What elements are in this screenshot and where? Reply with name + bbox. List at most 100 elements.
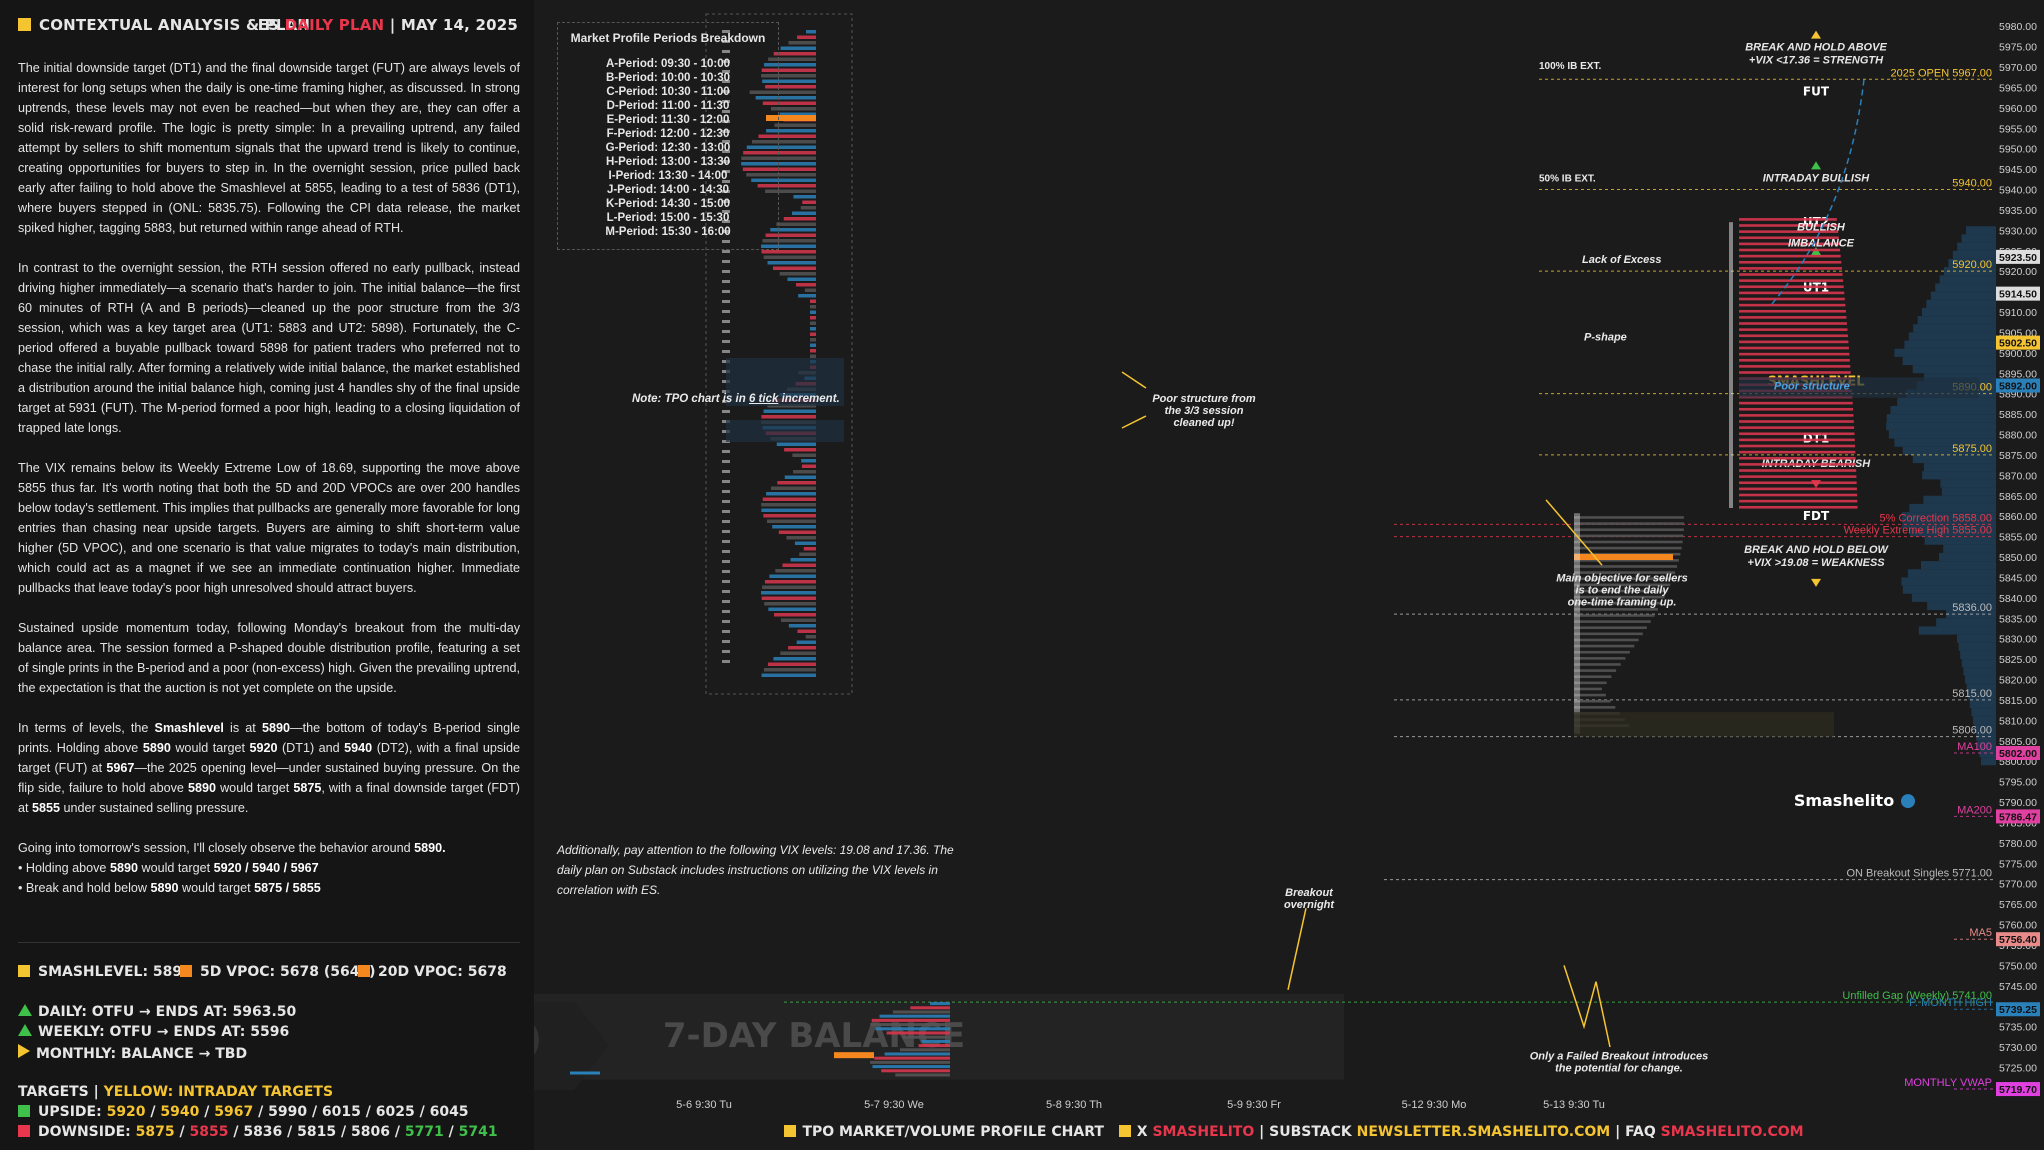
volume-profile-bar: [1974, 724, 1996, 733]
eye-logo-icon: [534, 1002, 609, 1090]
volume-profile-bar: [1961, 234, 1996, 243]
tpo-bar-day-5-13: [1739, 279, 1844, 282]
main-objective-note: one-time framing up.: [1568, 596, 1677, 608]
tpo-bar: [803, 547, 816, 551]
tomorrow-level: 5890.: [414, 841, 446, 855]
tpo-bar: [780, 651, 816, 655]
volume-profile-bar: [1943, 544, 1996, 553]
tpo-bar: [751, 140, 816, 144]
footer-faq-label: FAQ: [1625, 1124, 1656, 1140]
y-tick-label: 5860.00: [1999, 511, 2037, 523]
tpo-bar: [768, 607, 816, 611]
footer-substack-link[interactable]: NEWSLETTER.SMASHELITO.COM: [1356, 1124, 1611, 1140]
volume-profile-bar: [1960, 650, 1996, 660]
tpo-bar-day-5-13: [1739, 230, 1839, 233]
volume-profile-bar: [1979, 748, 1996, 758]
tpo-letter: [722, 120, 730, 123]
note-tick: 6 tick: [748, 393, 779, 405]
footer-faq-link[interactable]: SMASHELITO.COM: [1660, 1124, 1804, 1140]
volume-profile-bar: [1952, 250, 1996, 259]
tpo-letter: [722, 200, 730, 203]
tpo-bar: [770, 228, 816, 232]
tpo-bar: [797, 629, 816, 633]
tpo-bar-day-5-13: [1739, 352, 1850, 356]
zone-label: FDT: [1803, 509, 1830, 523]
volume-profile-bar: [1913, 324, 1996, 333]
tomorrow-bullet-2: • Break and hold below 5890 would target…: [18, 878, 520, 898]
volume-profile-bar: [1902, 520, 1996, 529]
tpo-bar: [763, 255, 816, 259]
tpo-bar: [779, 112, 816, 116]
upside-label: UPSIDE:: [38, 1104, 107, 1120]
tpo-bar-day-5-13: [1739, 407, 1854, 411]
price-tag-label: 5719.70: [1999, 1084, 2037, 1096]
scenario-label: INTRADAY BULLISH: [1763, 172, 1871, 184]
tpo-bar: [768, 57, 816, 61]
upside-value: 5967: [214, 1104, 254, 1120]
level-line-label: MA5: [1969, 927, 1992, 939]
slash: /: [199, 1104, 215, 1120]
y-tick-label: 5935.00: [1999, 205, 2037, 217]
tpo-note: Note: TPO chart is in 6 tick increment.: [632, 393, 840, 405]
ib-ext-label: 100% IB EXT.: [1539, 61, 1601, 72]
tpo-bar-day-5-13: [1739, 426, 1855, 429]
tpo-bar: [797, 35, 816, 39]
slash: /: [145, 1104, 161, 1120]
tpo-bar: [796, 640, 816, 644]
tpo-letter: [722, 660, 730, 663]
tpo-letter: [722, 540, 730, 543]
arrow-up-icon: [1811, 30, 1821, 39]
tpo-bar: [776, 442, 816, 446]
y-tick-label: 5780.00: [1999, 838, 2037, 850]
footer-sep: |: [1259, 1124, 1265, 1140]
slash: /: [228, 1124, 244, 1140]
scenario-label: BREAK AND HOLD ABOVE: [1745, 42, 1887, 54]
tpo-bar: [761, 68, 816, 72]
legend-5d-vpoc: 5D VPOC: 5678 (5643): [180, 964, 376, 980]
period-row: D-Period: 11:00 - 11:30: [606, 100, 730, 112]
y-tick-label: 5900.00: [1999, 348, 2037, 360]
tpo-bar: [765, 85, 816, 89]
y-tick-label: 5735.00: [1999, 1022, 2037, 1034]
arrow-up-icon: [1811, 161, 1821, 170]
y-tick-label: 5975.00: [1999, 42, 2037, 54]
tpo-letter: [722, 180, 730, 183]
tpo-bar: [762, 79, 816, 83]
arrow-down-icon: [1811, 480, 1821, 489]
tpo-bar-day-5-13: [1739, 254, 1841, 258]
tpo-bar-day-5-13: [1739, 303, 1846, 307]
tpo-bar-day-5-13: [1739, 469, 1857, 472]
volume-profile-bar: [1910, 528, 1996, 537]
tpo-letter: [722, 300, 730, 303]
y-tick-label: 5815.00: [1999, 695, 2037, 707]
tpo-bar-day-5-8: [892, 1010, 950, 1014]
price-tag-label: 5739.25: [1999, 1004, 2037, 1016]
eye-logo-icon: [534, 1025, 539, 1055]
tpo-bar-day-5-13: [1739, 438, 1855, 442]
tpo-bar-day-5-12: [1574, 620, 1651, 623]
poor-structure-note: Poor structure from: [1152, 393, 1256, 405]
slash: /: [174, 1124, 190, 1140]
tpo-letter: [722, 50, 730, 53]
periods-box: Market Profile Periods Breakdown A-Perio…: [557, 22, 779, 250]
x-tick-label: 5-9 9:30 Fr: [1227, 1099, 1281, 1110]
volume-profile-bar: [1918, 626, 1996, 635]
tpo-bar: [778, 530, 816, 534]
footer-x-handle[interactable]: SMASHELITO: [1152, 1124, 1255, 1140]
period-row: J-Period: 14:00 - 14:30: [606, 184, 730, 196]
tpo-letter: [722, 480, 730, 483]
price-tag: [1996, 335, 2040, 350]
status-daily-label: DAILY: OTFU → ENDS AT: 5963.50: [38, 1004, 297, 1020]
tpo-letter: [722, 580, 730, 583]
tpo-bar-day-5-13: [1739, 414, 1854, 417]
scenario-label: +VIX <17.36 = STRENGTH: [1749, 55, 1884, 67]
y-tick-label: 5760.00: [1999, 920, 2037, 932]
volume-profile-bar: [1909, 503, 1996, 513]
level-line-label: P. MONTH HIGH: [1909, 997, 1992, 1009]
tpo-bar: [766, 129, 816, 133]
tpo-bar-day-5-8: [910, 1006, 950, 1010]
tpo-bar-day-5-12: [1574, 516, 1684, 519]
tomorrow-text: would target: [178, 881, 255, 895]
y-tick-label: 5945.00: [1999, 164, 2037, 176]
profile-annotation: Poor structure: [1774, 381, 1850, 393]
